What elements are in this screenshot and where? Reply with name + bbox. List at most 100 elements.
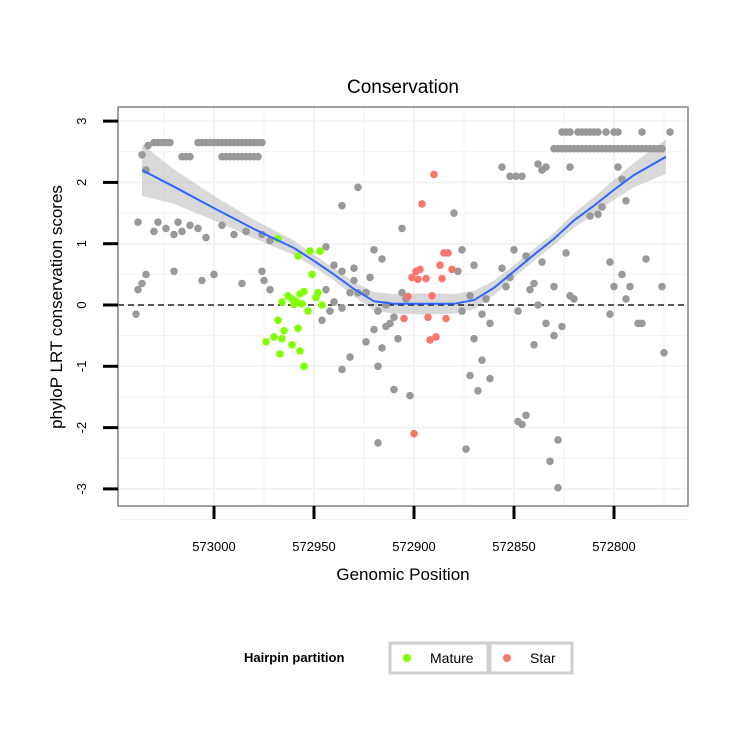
- point-other: [318, 316, 326, 325]
- point-mature: [274, 316, 282, 325]
- point-other: [394, 334, 402, 343]
- point-other: [374, 307, 382, 315]
- point-other: [162, 224, 170, 233]
- point-star: [400, 314, 408, 323]
- x-tick-label: 572950: [292, 539, 335, 554]
- point-star: [414, 275, 422, 284]
- point-mature: [308, 270, 316, 279]
- point-other: [144, 141, 152, 150]
- point-other: [186, 152, 194, 161]
- point-other: [622, 197, 630, 205]
- point-other: [218, 221, 226, 230]
- point-other: [660, 349, 668, 357]
- y-tick-label: 3: [74, 117, 89, 124]
- point-star: [410, 429, 418, 438]
- point-other: [378, 344, 386, 352]
- point-other: [150, 227, 158, 236]
- point-other: [538, 258, 546, 266]
- point-other: [542, 319, 550, 328]
- point-other: [638, 128, 646, 136]
- point-other: [210, 270, 218, 279]
- point-other: [454, 267, 462, 276]
- point-other: [554, 483, 562, 492]
- x-axis: 573000 572950 572900 572850 572800: [192, 506, 636, 554]
- point-other: [518, 420, 526, 429]
- point-other: [594, 210, 602, 219]
- point-other: [466, 292, 474, 300]
- point-other: [378, 255, 386, 263]
- point-other: [346, 288, 354, 297]
- y-tick-label: -3: [74, 483, 89, 495]
- point-star: [404, 292, 412, 301]
- point-star: [438, 274, 446, 283]
- point-other: [458, 307, 466, 315]
- point-other: [230, 230, 238, 239]
- point-other: [198, 276, 206, 285]
- legend-key-star: [503, 654, 511, 662]
- legend-label-mature: Mature: [430, 650, 474, 666]
- point-other: [626, 282, 634, 291]
- point-other: [338, 267, 346, 276]
- point-other: [566, 163, 574, 171]
- point-mature: [294, 252, 302, 260]
- point-mature: [270, 333, 278, 341]
- point-other: [470, 334, 478, 343]
- point-other: [338, 304, 346, 312]
- point-other: [266, 285, 274, 294]
- point-star: [448, 265, 456, 274]
- point-other: [178, 227, 186, 236]
- point-other: [622, 295, 630, 303]
- point-star: [436, 261, 444, 270]
- point-other: [618, 175, 626, 184]
- point-other: [242, 227, 250, 236]
- point-other: [338, 365, 346, 374]
- y-tick-label: 2: [74, 179, 89, 186]
- legend-key-mature-box: [388, 641, 490, 675]
- point-other: [550, 331, 558, 340]
- point-other: [330, 261, 338, 270]
- point-star: [422, 274, 430, 283]
- point-other: [350, 276, 358, 285]
- point-other: [598, 203, 606, 211]
- point-other: [586, 212, 594, 220]
- point-mature: [280, 326, 288, 335]
- point-other: [326, 307, 334, 315]
- point-other: [606, 310, 614, 319]
- point-other: [518, 172, 526, 181]
- point-other: [462, 445, 470, 453]
- point-other: [390, 313, 398, 322]
- legend-key-mature: [403, 654, 411, 662]
- point-other: [260, 276, 268, 285]
- point-other: [482, 295, 490, 303]
- point-other: [382, 322, 390, 331]
- point-other: [370, 325, 378, 334]
- x-axis-label: Genomic Position: [336, 565, 469, 584]
- point-other: [138, 279, 146, 288]
- y-tick-label: 0: [74, 301, 89, 308]
- point-other: [546, 457, 554, 466]
- point-other: [550, 282, 558, 291]
- point-other: [406, 391, 414, 400]
- point-other: [266, 236, 274, 245]
- point-other: [398, 288, 406, 297]
- point-other: [554, 436, 562, 444]
- point-other: [258, 267, 266, 276]
- grid: [118, 107, 688, 521]
- y-axis-label: phyloP LRT conservation scores: [47, 185, 66, 429]
- point-other: [570, 295, 578, 303]
- point-mature: [306, 247, 314, 255]
- legend-label-star: Star: [530, 650, 556, 666]
- point-other: [642, 255, 650, 263]
- point-other: [330, 298, 338, 306]
- point-other: [258, 138, 266, 147]
- point-other: [170, 230, 178, 239]
- point-mature: [278, 334, 286, 343]
- point-other: [346, 353, 354, 361]
- point-star: [432, 333, 440, 341]
- point-mature: [300, 362, 308, 371]
- point-other: [166, 138, 174, 147]
- point-mature: [294, 324, 302, 333]
- point-mature: [278, 298, 286, 306]
- point-other: [486, 319, 494, 328]
- point-mature: [288, 341, 296, 349]
